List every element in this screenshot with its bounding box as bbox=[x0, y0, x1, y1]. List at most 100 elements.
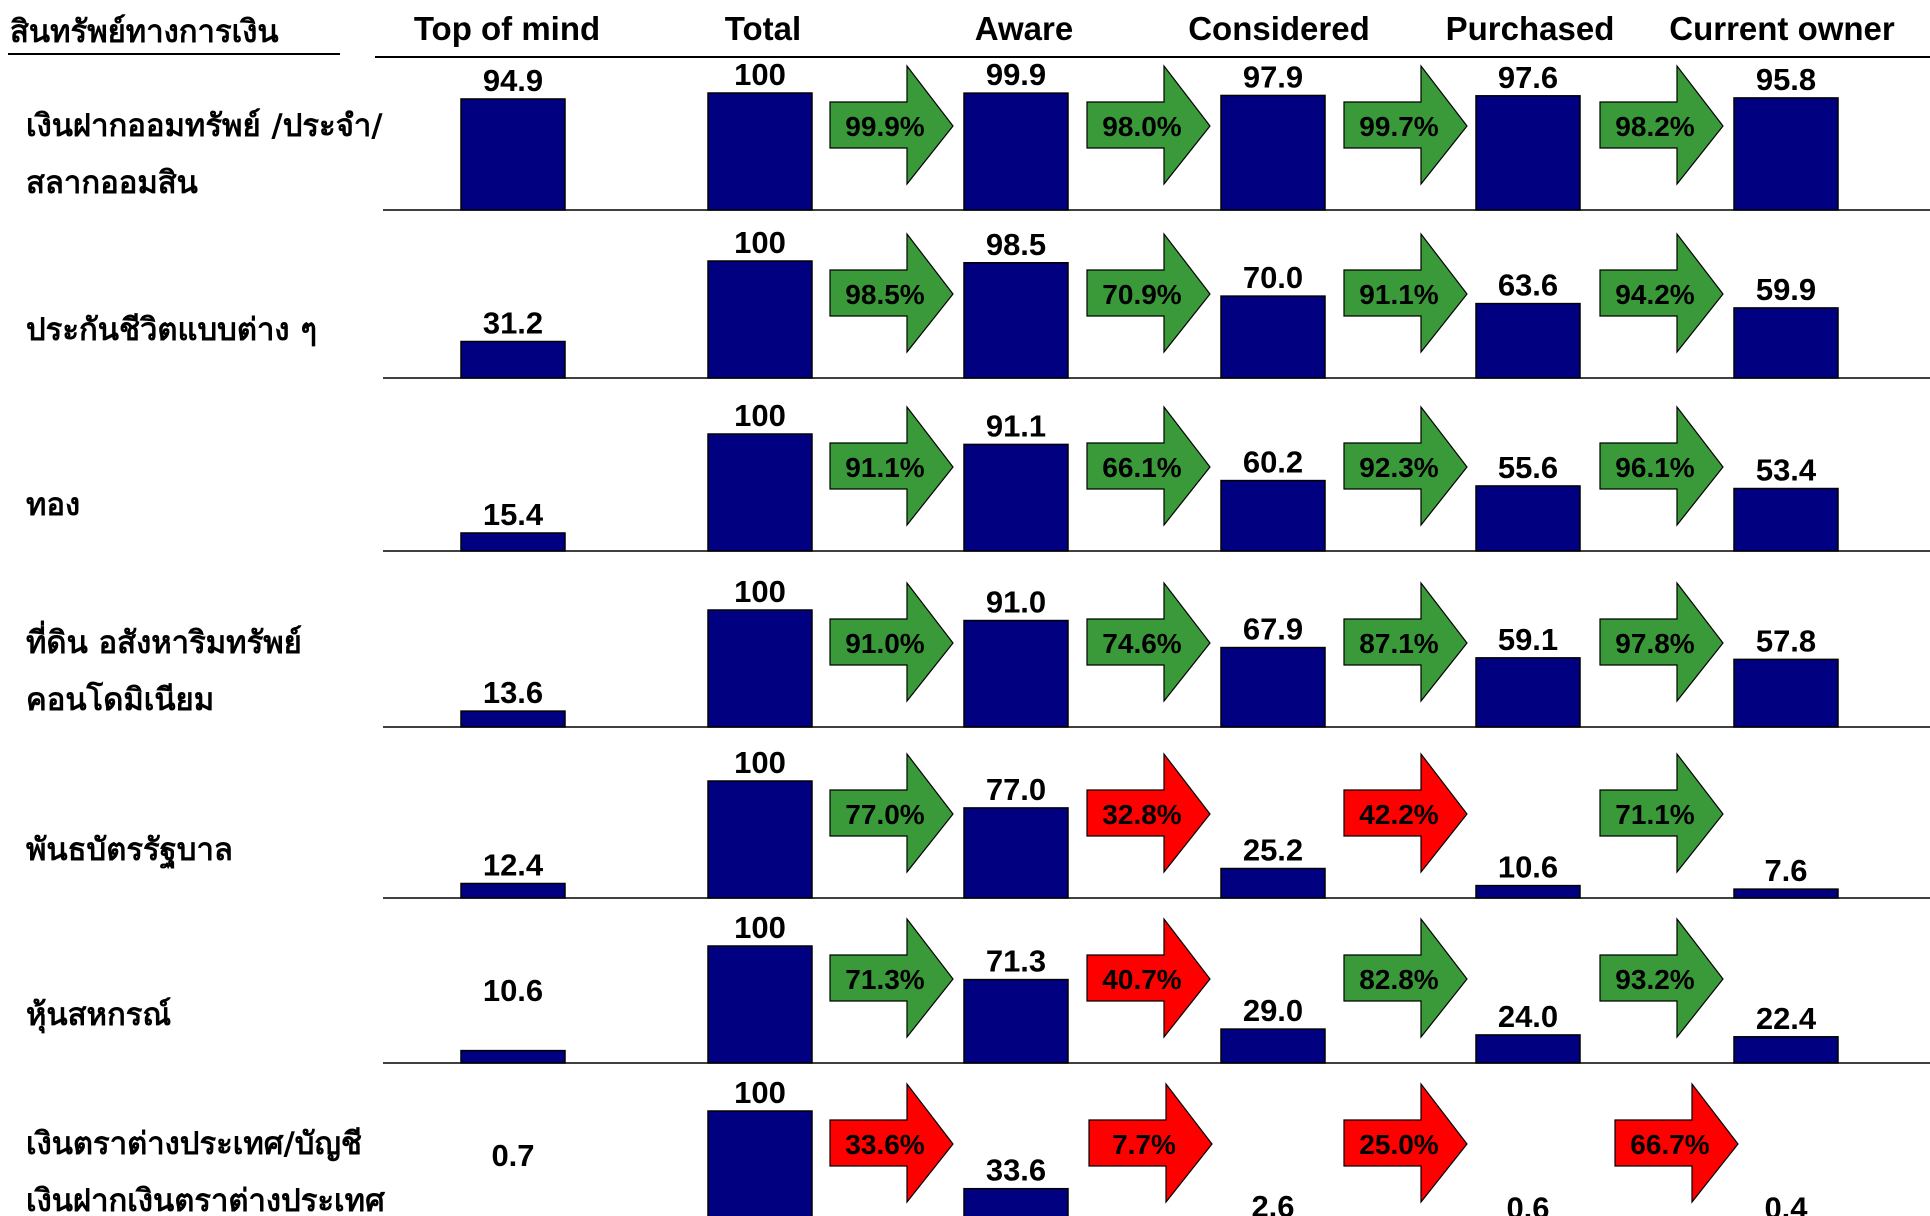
conversion-arrow-red bbox=[1343, 752, 1468, 874]
bar-value-label: 57.8 bbox=[1756, 623, 1816, 658]
row-label: พันธบัตรรัฐบาล bbox=[26, 832, 233, 870]
conversion-rate-label: 97.8% bbox=[1615, 628, 1694, 659]
bar-value-label: 100 bbox=[734, 398, 786, 433]
bar bbox=[460, 98, 566, 211]
bar-value-label: 98.5 bbox=[986, 227, 1046, 262]
conversion-rate-label: 98.5% bbox=[845, 279, 924, 310]
conversion-arrow-green bbox=[1086, 405, 1211, 527]
bar-value-label: 94.9 bbox=[483, 63, 543, 98]
bar bbox=[707, 945, 813, 1064]
bar bbox=[707, 609, 813, 728]
bar-value-label: 10.6 bbox=[1498, 850, 1558, 885]
bar bbox=[460, 532, 566, 552]
conversion-arrow-red bbox=[1088, 1082, 1213, 1204]
row-label: ที่ดิน อสังหาริมทรัพย์ bbox=[26, 620, 302, 661]
conversion-arrow-green bbox=[829, 581, 954, 703]
conversion-rate-label: 91.0% bbox=[845, 628, 924, 659]
conversion-rate-label: 99.9% bbox=[845, 111, 924, 142]
bar-value-label: 12.4 bbox=[483, 847, 544, 882]
bar-value-label: 71.3 bbox=[986, 944, 1046, 979]
bar-value-label: 70.0 bbox=[1243, 260, 1303, 295]
bar-value-label: 100 bbox=[734, 745, 786, 780]
row-label: ทอง bbox=[26, 487, 80, 523]
column-header-top-of-mind: Top of mind bbox=[414, 10, 600, 47]
bar-value-label: 25.2 bbox=[1243, 833, 1303, 868]
conversion-rate-label: 66.1% bbox=[1102, 452, 1181, 483]
conversion-arrow-red bbox=[1086, 917, 1211, 1039]
row-label: สลากออมสิน bbox=[26, 165, 198, 201]
bar-value-label: 31.2 bbox=[483, 305, 543, 340]
conversion-rate-label: 66.7% bbox=[1630, 1129, 1709, 1160]
conversion-rate-label: 32.8% bbox=[1102, 799, 1181, 830]
bar-value-label: 7.6 bbox=[1764, 853, 1807, 888]
conversion-arrow-green bbox=[1343, 64, 1468, 186]
bar-value-label: 100 bbox=[734, 1075, 786, 1110]
conversion-arrow-green bbox=[1599, 64, 1724, 186]
bar-value-label: 97.6 bbox=[1498, 60, 1558, 95]
conversion-arrow-green bbox=[1599, 752, 1724, 874]
bar bbox=[963, 443, 1069, 552]
bar-value-label: 100 bbox=[734, 225, 786, 260]
conversion-rate-label: 91.1% bbox=[845, 452, 924, 483]
conversion-rate-label: 7.7% bbox=[1112, 1129, 1176, 1160]
row-label: หุ้นสหกรณ์ bbox=[26, 997, 171, 1034]
bar-value-label: 100 bbox=[734, 910, 786, 945]
bar bbox=[1475, 302, 1581, 379]
bar bbox=[460, 882, 566, 899]
conversion-rate-label: 98.2% bbox=[1615, 111, 1694, 142]
conversion-arrow-green bbox=[1086, 64, 1211, 186]
bar bbox=[963, 92, 1069, 211]
bar bbox=[1220, 646, 1326, 728]
conversion-arrow-red bbox=[829, 1082, 954, 1204]
column-header-considered: Considered bbox=[1188, 10, 1370, 47]
bar-value-label: 67.9 bbox=[1243, 612, 1303, 647]
conversion-arrow-green bbox=[1343, 232, 1468, 354]
bar bbox=[1733, 658, 1839, 728]
conversion-arrow-green bbox=[1599, 232, 1724, 354]
column-header-purchased: Purchased bbox=[1446, 10, 1615, 47]
conversion-rate-label: 87.1% bbox=[1359, 628, 1438, 659]
bar-value-label: 33.6 bbox=[986, 1153, 1046, 1188]
conversion-arrow-green bbox=[829, 405, 954, 527]
conversion-rate-label: 71.3% bbox=[845, 964, 924, 995]
conversion-arrow-green bbox=[829, 232, 954, 354]
bar bbox=[1220, 295, 1326, 379]
conversion-rate-label: 92.3% bbox=[1359, 452, 1438, 483]
conversion-rate-label: 98.0% bbox=[1102, 111, 1181, 142]
conversion-arrow-red bbox=[1086, 752, 1211, 874]
conversion-arrow-green bbox=[829, 64, 954, 186]
bar bbox=[1475, 95, 1581, 211]
column-header-total: Total bbox=[725, 10, 801, 47]
bar bbox=[1220, 94, 1326, 211]
bar-value-label: 91.1 bbox=[986, 408, 1046, 443]
conversion-arrow-green bbox=[1086, 581, 1211, 703]
bar-value-label: 13.6 bbox=[483, 675, 543, 710]
bar bbox=[460, 710, 566, 728]
bar-value-label: 29.0 bbox=[1243, 993, 1303, 1028]
row-label: เงินตราต่างประเทศ/บัญชี bbox=[26, 1126, 362, 1162]
conversion-rate-label: 74.6% bbox=[1102, 628, 1181, 659]
bar bbox=[707, 433, 813, 552]
conversion-rate-label: 71.1% bbox=[1615, 799, 1694, 830]
bar bbox=[963, 262, 1069, 379]
bar bbox=[1220, 1028, 1326, 1064]
bar bbox=[963, 1187, 1069, 1216]
bar-value-label: 22.4 bbox=[1756, 1001, 1817, 1036]
column-header-aware: Aware bbox=[975, 10, 1073, 47]
conversion-arrow-red bbox=[1614, 1082, 1739, 1204]
conversion-rate-label: 25.0% bbox=[1359, 1129, 1438, 1160]
conversion-rate-label: 96.1% bbox=[1615, 452, 1694, 483]
bar-value-label: 2.6 bbox=[1251, 1189, 1294, 1216]
bar-value-label: 59.1 bbox=[1498, 622, 1558, 657]
row-label: คอนโดมิเนียม bbox=[26, 681, 214, 718]
bar bbox=[1733, 487, 1839, 552]
bar bbox=[1220, 479, 1326, 552]
bar bbox=[1733, 307, 1839, 379]
bar-value-label: 77.0 bbox=[986, 772, 1046, 807]
conversion-arrow-green bbox=[829, 752, 954, 874]
row-label: ประกันชีวิตแบบต่าง ๆ bbox=[26, 312, 317, 348]
conversion-rate-label: 77.0% bbox=[845, 799, 924, 830]
conversion-rate-label: 40.7% bbox=[1102, 964, 1181, 995]
row-label: เงินฝากเงินตราต่างประเทศ bbox=[26, 1183, 386, 1216]
